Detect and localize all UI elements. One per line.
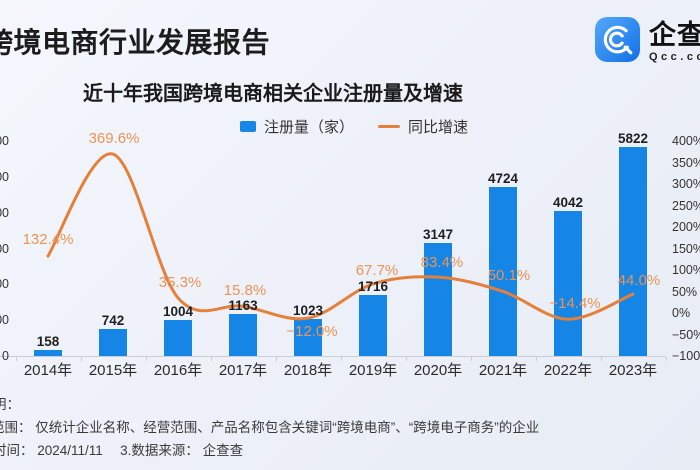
legend-bar-label: 注册量（家） [264,119,355,136]
chart-legend: 注册量（家） 同比增速 [240,116,468,137]
x-axis-category-label: 2017年 [218,362,268,379]
left-axis-tick-label: 4000 [0,205,9,220]
x-axis-line [0,356,666,357]
growth-rate-label: −12.0% [286,323,338,341]
bar [359,294,387,356]
x-axis-tick [665,357,667,361]
bar [99,329,127,356]
bar-value-label: 742 [101,313,125,329]
growth-rate-label: 50.1% [487,267,531,285]
right-axis-tick-label: 150% [672,241,700,256]
right-axis-tick-label: 200% [672,220,700,234]
chart-title: 近十年我国跨境电商相关企业注册量及增速 [83,83,463,105]
right-axis-tick-label: 50% [672,284,698,299]
right-axis-tick-label: 100% [672,263,700,277]
qcc-logo-icon [595,17,640,62]
left-axis-tick-label: 3000 [0,241,9,256]
x-axis-tick [600,357,602,361]
x-axis-category-label: 2020年 [413,362,463,379]
bar [294,319,322,356]
x-axis-tick [405,357,407,361]
left-axis-tick-label: 2000 [0,277,9,292]
legend-item-bars: 注册量（家） [240,116,354,137]
x-axis-tick [210,357,212,361]
bar [619,147,647,356]
bar-value-label: 4724 [487,170,519,186]
right-axis-tick-label: 400% [672,134,700,148]
bar-swatch-icon [240,121,256,132]
x-axis-tick [340,357,342,361]
logo-domain: Qcc.com [649,51,700,63]
x-axis-category-label: 2022年 [543,362,593,379]
growth-rate-label: 15.8% [223,282,267,300]
right-axis-tick-label: 250% [672,198,700,213]
legend-item-line: 同比增速 [378,116,468,137]
right-axis-tick-label: 350% [672,155,700,170]
logo-brand-name: 企查查 [649,20,700,50]
right-axis-tick-label: 300% [672,177,700,191]
x-axis-tick [275,357,277,361]
x-axis-category-label: 2019年 [348,362,398,379]
bar-value-label: 1004 [162,304,194,320]
logo-text: 企查查 Qcc.com [649,17,700,63]
x-axis-category-label: 2018年 [283,362,333,379]
left-axis-tick-label: 0 [2,349,9,363]
left-axis-tick-label: 6000 [0,134,9,148]
bar [164,320,192,356]
bar-value-label: 1716 [357,278,389,294]
left-axis-tick-label: 1000 [0,313,9,328]
line-swatch-icon [378,125,401,128]
bar [229,314,257,356]
x-axis-category-label: 2014年 [23,362,73,379]
bar-value-label: 3147 [422,227,454,243]
bar [554,211,582,356]
left-axis-tick-label: 5000 [0,169,9,184]
x-axis-category-label: 2021年 [478,362,528,379]
growth-rate-label: 132.4% [22,231,74,249]
page-title: 跨境电商行业发展报告 [0,27,271,58]
right-axis-tick-label: −50% [672,327,700,342]
x-axis-category-label: 2016年 [153,362,203,379]
right-axis-tick-label: −100% [672,349,700,363]
growth-rate-label: 44.0% [617,272,661,290]
legend-line-label: 同比增速 [408,119,469,136]
x-axis-tick [80,357,82,361]
qcc-logo: 企查查 Qcc.com [595,17,700,63]
bar-value-label: 4042 [552,195,584,211]
bar-value-label: 5822 [617,131,649,147]
growth-rate-label: 369.6% [88,130,140,148]
bar-value-label: 1163 [228,298,258,314]
bar-value-label: 1023 [292,303,324,319]
bar-value-label: 158 [36,334,60,350]
growth-rate-label: −14.4% [549,295,601,313]
bar [34,350,62,356]
right-axis-tick-label: 0% [672,306,691,320]
x-axis-tick [145,357,147,361]
x-axis-category-label: 2015年 [88,362,138,379]
x-axis-tick [15,357,17,361]
x-axis-tick [470,357,472,361]
x-axis-tick [535,357,537,361]
x-axis-category-label: 2023年 [608,362,658,379]
